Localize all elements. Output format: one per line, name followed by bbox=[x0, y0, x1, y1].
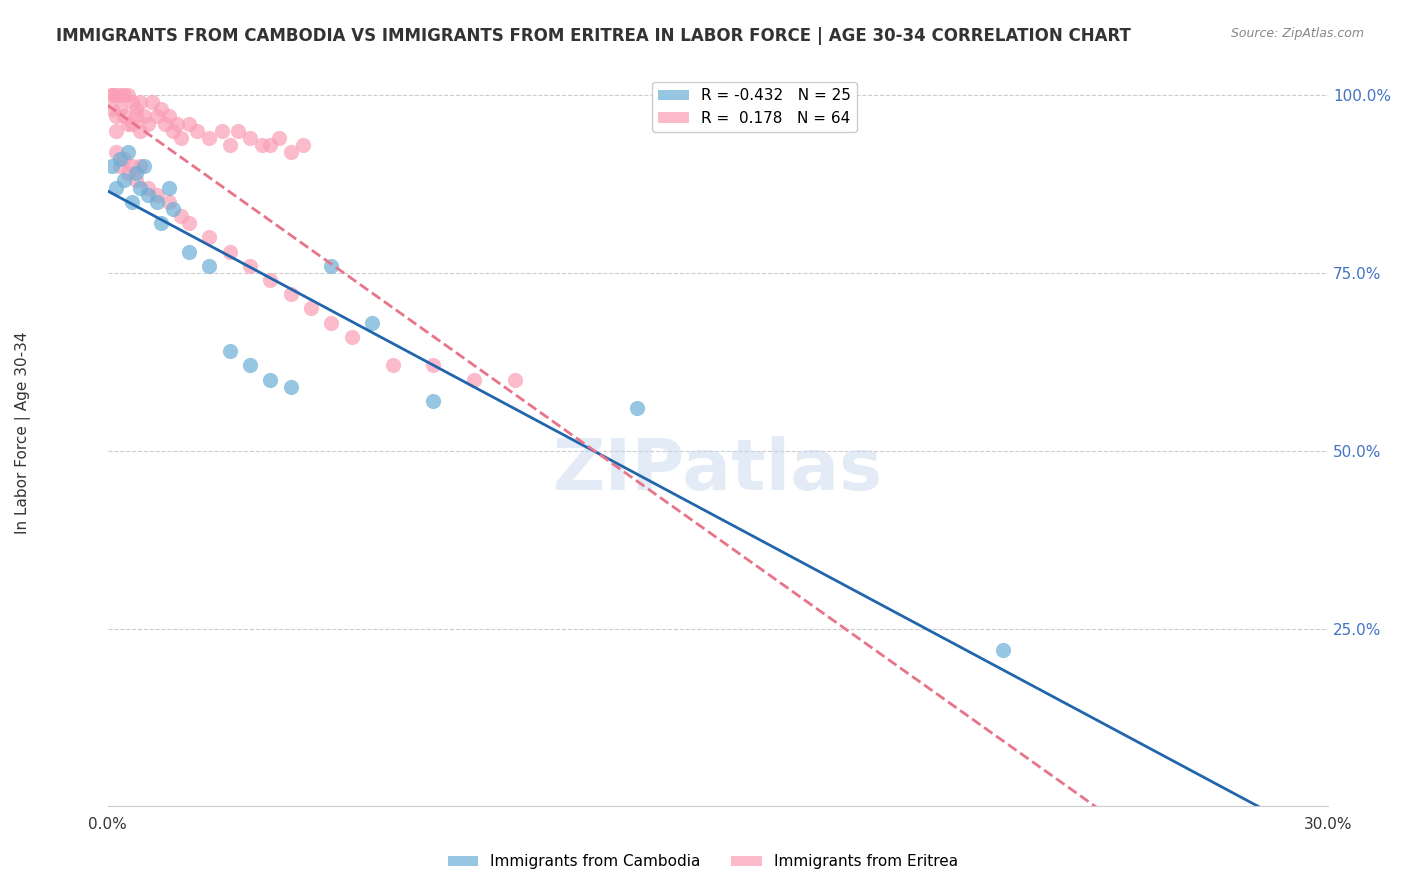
Point bbox=[104, 110, 127, 124]
Point bbox=[198, 230, 221, 244]
Point bbox=[239, 359, 262, 373]
Point bbox=[104, 88, 127, 103]
Point bbox=[239, 259, 262, 273]
Point bbox=[321, 259, 343, 273]
Point bbox=[121, 159, 143, 173]
Text: IMMIGRANTS FROM CAMBODIA VS IMMIGRANTS FROM ERITREA IN LABOR FORCE | AGE 30-34 C: IMMIGRANTS FROM CAMBODIA VS IMMIGRANTS F… bbox=[56, 27, 1130, 45]
Point bbox=[125, 110, 148, 124]
Point bbox=[112, 110, 135, 124]
Point bbox=[138, 187, 160, 202]
Point bbox=[179, 216, 201, 230]
Point bbox=[299, 301, 322, 316]
Point bbox=[259, 137, 281, 152]
Point bbox=[101, 159, 124, 173]
Point bbox=[145, 187, 167, 202]
Point bbox=[280, 145, 302, 159]
Point bbox=[104, 124, 127, 138]
Point bbox=[170, 209, 193, 223]
Point bbox=[101, 103, 124, 117]
Text: ZIPatlas: ZIPatlas bbox=[553, 436, 883, 505]
Point bbox=[198, 131, 221, 145]
Point bbox=[104, 180, 127, 194]
Point bbox=[108, 103, 131, 117]
Point bbox=[134, 110, 156, 124]
Point bbox=[117, 166, 139, 180]
Point bbox=[157, 110, 180, 124]
Point bbox=[218, 244, 240, 259]
Point bbox=[280, 287, 302, 301]
Point bbox=[153, 117, 176, 131]
Point bbox=[280, 380, 302, 394]
Point bbox=[991, 643, 1014, 657]
Point bbox=[226, 124, 249, 138]
Point bbox=[104, 145, 127, 159]
Point bbox=[292, 137, 315, 152]
Point bbox=[170, 131, 193, 145]
Point bbox=[112, 152, 135, 166]
Point bbox=[361, 316, 384, 330]
Point bbox=[108, 88, 131, 103]
Point bbox=[125, 166, 148, 180]
Point bbox=[340, 330, 363, 344]
Point bbox=[503, 373, 526, 387]
Point bbox=[267, 131, 290, 145]
Point bbox=[157, 180, 180, 194]
Point bbox=[145, 110, 167, 124]
Point bbox=[121, 194, 143, 209]
Point bbox=[125, 173, 148, 187]
Point bbox=[101, 88, 124, 103]
Point bbox=[108, 159, 131, 173]
Point bbox=[166, 117, 188, 131]
Point bbox=[117, 145, 139, 159]
Point bbox=[117, 117, 139, 131]
Legend: Immigrants from Cambodia, Immigrants from Eritrea: Immigrants from Cambodia, Immigrants fro… bbox=[441, 848, 965, 875]
Point bbox=[463, 373, 485, 387]
Point bbox=[138, 117, 160, 131]
Point bbox=[381, 359, 404, 373]
Point bbox=[211, 124, 233, 138]
Point bbox=[252, 137, 274, 152]
Y-axis label: In Labor Force | Age 30-34: In Labor Force | Age 30-34 bbox=[15, 332, 31, 534]
Point bbox=[112, 173, 135, 187]
Point bbox=[101, 88, 124, 103]
Point bbox=[259, 273, 281, 287]
Point bbox=[129, 124, 152, 138]
Point bbox=[186, 124, 208, 138]
Point bbox=[129, 95, 152, 110]
Point bbox=[626, 401, 648, 415]
Point bbox=[117, 88, 139, 103]
Point bbox=[145, 194, 167, 209]
Point bbox=[422, 393, 444, 408]
Point bbox=[157, 194, 180, 209]
Point bbox=[218, 137, 240, 152]
Point bbox=[121, 95, 143, 110]
Point bbox=[218, 344, 240, 359]
Point bbox=[149, 216, 172, 230]
Point bbox=[141, 95, 163, 110]
Point bbox=[422, 359, 444, 373]
Point bbox=[149, 103, 172, 117]
Point bbox=[162, 124, 184, 138]
Point bbox=[198, 259, 221, 273]
Point bbox=[121, 117, 143, 131]
Point bbox=[179, 117, 201, 131]
Point bbox=[138, 180, 160, 194]
Point bbox=[125, 103, 148, 117]
Point bbox=[179, 244, 201, 259]
Point bbox=[112, 88, 135, 103]
Point bbox=[129, 159, 152, 173]
Point bbox=[259, 373, 281, 387]
Point bbox=[162, 202, 184, 216]
Text: Source: ZipAtlas.com: Source: ZipAtlas.com bbox=[1230, 27, 1364, 40]
Point bbox=[108, 152, 131, 166]
Point bbox=[129, 180, 152, 194]
Point bbox=[134, 159, 156, 173]
Legend: R = -0.432   N = 25, R =  0.178   N = 64: R = -0.432 N = 25, R = 0.178 N = 64 bbox=[652, 82, 856, 132]
Point bbox=[239, 131, 262, 145]
Point bbox=[321, 316, 343, 330]
